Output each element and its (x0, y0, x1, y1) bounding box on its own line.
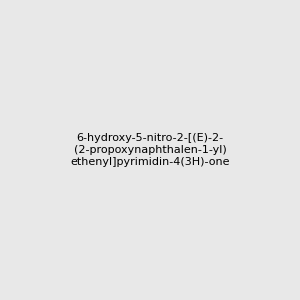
Text: 6-hydroxy-5-nitro-2-[(E)-2-
(2-propoxynaphthalen-1-yl)
ethenyl]pyrimidin-4(3H)-o: 6-hydroxy-5-nitro-2-[(E)-2- (2-propoxyna… (70, 134, 230, 166)
